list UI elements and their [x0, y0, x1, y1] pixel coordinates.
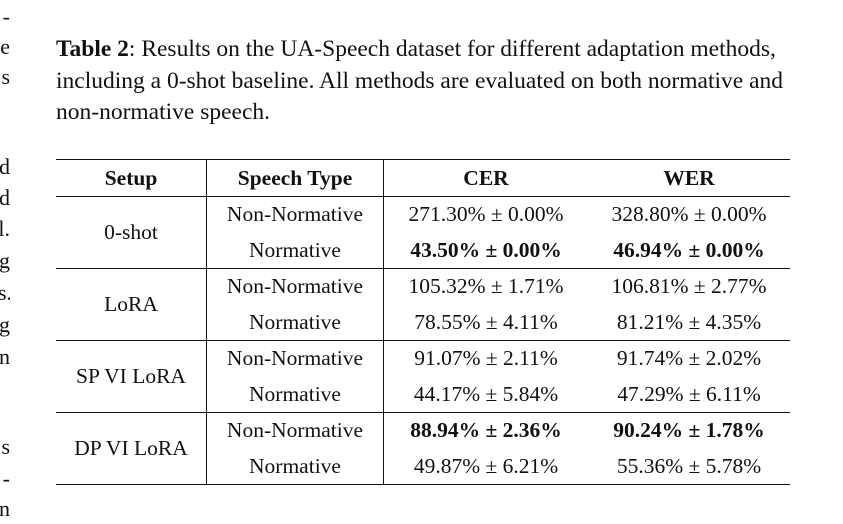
header-cer: CER	[383, 159, 588, 197]
wer-cell: 91.74% ± 2.02%	[616, 346, 762, 371]
speech-type-cell: Non-Normative	[206, 340, 384, 377]
table-row: LoRA Non-Normative 105.32% ± 1.71% 106.81% …	[56, 268, 790, 341]
cer-cell: 271.30% ± 0.00%	[408, 202, 564, 227]
wer-cell: 81.21% ± 4.35%	[588, 304, 790, 341]
table-row: Normative 78.55% ± 4.11% 81.21% ± 4.35%	[56, 304, 790, 341]
wer-cell: 328.80% ± 0.00%	[611, 202, 767, 227]
cer-cell: 43.50% ± 0.00%	[383, 232, 588, 269]
speech-type-cell: Normative	[206, 232, 384, 269]
table-row: SP VI LoRA Non-Normative 91.07% ± 2.11% 91.…	[56, 340, 790, 413]
setup-cell: 0-shot	[56, 196, 207, 269]
speech-type-cell: Non-Normative	[206, 196, 384, 233]
results-table: Setup Speech Type CER WER 0-shot Non-Norm…	[56, 159, 790, 485]
caption-label: Table 2	[56, 36, 129, 62]
header-row: Setup Speech Type CER WER	[56, 159, 790, 197]
text-fragment: d	[0, 154, 10, 179]
wer-cell: 46.94% ± 0.00%	[588, 232, 790, 269]
speech-type-cell: Normative	[206, 448, 384, 485]
table-row: DP VI LoRA Non-Normative 88.94% ± 2.36% 90.…	[56, 412, 790, 485]
setup-cell: SP VI LoRA	[56, 340, 207, 413]
text-fragment: n	[0, 344, 10, 369]
text-fragment: n	[0, 496, 10, 521]
setup-cell: DP VI LoRA	[56, 412, 207, 485]
text-fragment: l.	[0, 216, 10, 241]
text-fragment: g	[0, 312, 10, 337]
text-fragment: -	[2, 466, 10, 491]
header-wer: WER	[588, 159, 790, 197]
table-row: Normative 44.17% ± 5.84% 47.29% ± 6.11%	[56, 376, 790, 413]
text-fragment: d	[0, 185, 10, 210]
text-fragment: e	[0, 34, 10, 59]
text-fragment: s	[1, 434, 10, 459]
caption-text: : Results on the UA-Speech dataset for d…	[56, 36, 784, 125]
wer-cell: 90.24% ± 1.78%	[613, 418, 765, 443]
header-speech-type: Speech Type	[206, 159, 384, 197]
cer-cell: 105.32% ± 1.71%	[408, 274, 564, 299]
table-row: 0-shot Non-Normative 271.30% ± 0.00% 328.80…	[56, 196, 790, 269]
table-caption: Table 2: Results on the UA-Speech datase…	[56, 34, 796, 129]
speech-type-cell: Normative	[206, 304, 384, 341]
cer-cell: 88.94% ± 2.36%	[410, 418, 562, 443]
text-fragment: -	[2, 4, 10, 29]
speech-type-cell: Non-Normative	[206, 268, 384, 305]
cer-cell: 44.17% ± 5.84%	[383, 376, 588, 413]
speech-type-cell: Normative	[206, 376, 384, 413]
header-setup: Setup	[56, 159, 207, 197]
cer-cell: 78.55% ± 4.11%	[383, 304, 588, 341]
cer-cell: 49.87% ± 6.21%	[383, 448, 588, 485]
wer-cell: 55.36% ± 5.78%	[588, 448, 790, 485]
text-fragment: s	[1, 64, 10, 89]
table-row: Normative 43.50% ± 0.00% 46.94% ± 0.00%	[56, 232, 790, 269]
text-fragment: g	[0, 248, 10, 273]
text-fragment: s.	[0, 280, 10, 305]
wer-cell: 106.81% ± 2.77%	[611, 274, 767, 299]
table-row: Normative 49.87% ± 6.21% 55.36% ± 5.78%	[56, 448, 790, 485]
setup-cell: LoRA	[56, 268, 207, 341]
wer-cell: 47.29% ± 6.11%	[588, 376, 790, 413]
cer-cell: 91.07% ± 2.11%	[414, 346, 558, 371]
speech-type-cell: Non-Normative	[206, 412, 384, 449]
